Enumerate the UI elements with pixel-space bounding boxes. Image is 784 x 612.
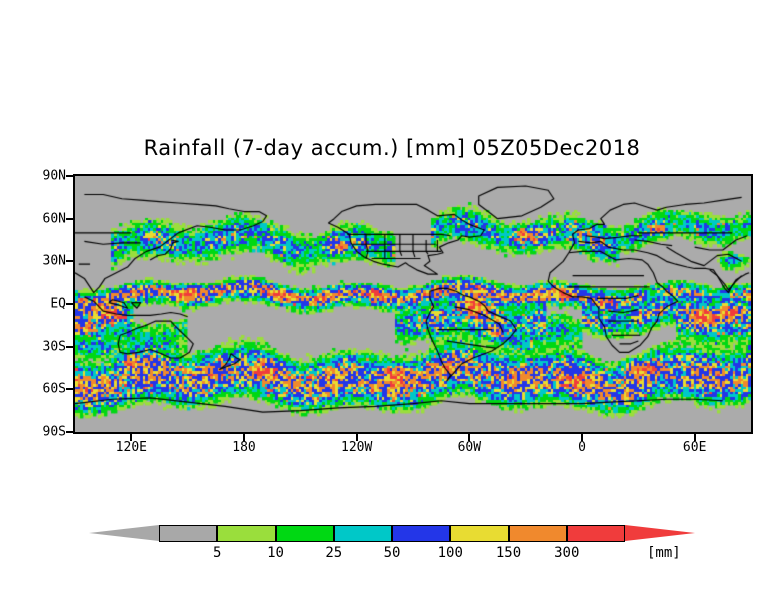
colorbar-tick-50: 50 [383,545,401,561]
x-tickmark [130,434,133,441]
colorbar-high-extend-tip [625,525,695,541]
y-tickmark [66,260,73,263]
y-tick-label-60n: 60N [42,211,66,227]
colorbar-tick-labels: 5 10 25 50 100 150 300 [0,545,784,565]
colorbar-low-extend-tip [89,525,159,541]
x-axis-tickmarks [0,434,784,442]
colorbar-segment-5 [450,525,509,542]
colorbar-segment-3 [333,525,392,542]
x-tick-label-1: 180 [232,440,256,455]
colorbar-tick-100: 100 [437,545,463,561]
colorbar-unit-label: [mm] [647,545,681,561]
y-tick-label-90n: 90N [42,168,66,184]
y-tick-label-30s: 30S [42,339,66,355]
colorbar [89,525,695,542]
x-tick-label-0: 120E [115,440,147,455]
x-tick-label-3: 60W [457,440,482,455]
x-tickmark [693,434,696,441]
x-axis-labels: 120E180120W60W060E120E180120W60W [0,440,784,460]
y-axis-labels: 90N 60N 30N EQ 30S 60S 90S [0,169,66,440]
y-tickmark [66,431,73,433]
chart-title: Rainfall (7-day accum.) [mm] 05Z05Dec201… [143,136,641,160]
y-tick-label-eq: EQ [50,296,66,312]
colorbar-tick-300: 300 [554,545,580,561]
colorbar-segment-4 [392,525,451,542]
y-tickmark [66,217,73,220]
x-tickmark [468,434,471,441]
y-tick-label-60s: 60S [42,381,66,397]
colorbar-tick-25: 25 [325,545,343,561]
colorbar-tick-5: 5 [213,545,222,561]
colorbar-segment-6 [508,525,567,542]
y-tickmark [66,303,73,305]
y-tick-label-30n: 30N [42,253,66,269]
y-tickmark [66,175,73,177]
x-tickmark [581,434,583,441]
colorbar-tick-10: 10 [267,545,284,561]
x-tick-label-2: 120W [341,440,373,455]
y-tickmark [66,345,73,348]
colorbar-segment-1 [217,525,276,542]
colorbar-segment-7 [566,525,625,542]
x-tick-label-5: 60E [682,440,707,455]
x-tickmark [355,434,358,441]
x-tickmark [243,434,245,441]
colorbar-tick-150: 150 [495,545,522,561]
x-tick-label-4: 0 [578,440,586,455]
colorbar-segment-0 [159,525,218,542]
y-tick-label-90s: 90S [42,424,66,440]
y-axis-tickmarks [0,174,73,434]
y-tickmark [66,388,73,391]
map-plot-area [73,174,753,434]
rainfall-raster [75,176,751,432]
colorbar-segment-2 [275,525,334,542]
